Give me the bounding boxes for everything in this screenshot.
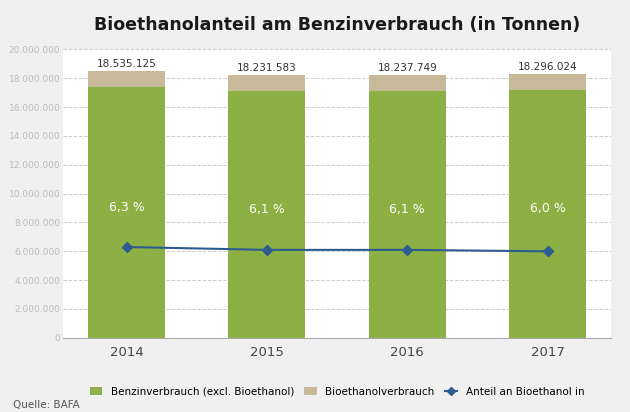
Text: Bioethanolanteil am Benzinverbrauch: Bioethanolanteil am Benzinverbrauch — [0, 411, 1, 412]
Text: (in Tonnen): (in Tonnen) — [0, 411, 1, 412]
Bar — [88, 70, 165, 87]
Bar — [228, 75, 306, 91]
Bar — [369, 75, 446, 91]
Text: 6,1 %: 6,1 % — [389, 203, 425, 216]
Text: 18.231.583: 18.231.583 — [237, 63, 297, 73]
Text: Quelle: BAFA: Quelle: BAFA — [13, 400, 79, 410]
Legend: Benzinverbrauch (excl. Bioethanol), Bioethanolverbrauch, Anteil an Bioethanol in: Benzinverbrauch (excl. Bioethanol), Bioe… — [87, 384, 587, 400]
Bar — [228, 91, 306, 338]
Bar — [88, 87, 165, 338]
Text: 18.296.024: 18.296.024 — [518, 62, 578, 72]
Bar — [509, 74, 586, 90]
Text: 6,0 %: 6,0 % — [530, 202, 566, 215]
Text: 6,3 %: 6,3 % — [108, 201, 144, 214]
Text: 18.535.125: 18.535.125 — [96, 59, 156, 69]
Bar — [369, 91, 446, 338]
Bar — [509, 90, 586, 338]
Text: 18.237.749: 18.237.749 — [377, 63, 437, 73]
Text: 6,1 %: 6,1 % — [249, 203, 285, 216]
Title: Bioethanolanteil am Benzinverbrauch (in Tonnen): Bioethanolanteil am Benzinverbrauch (in … — [94, 16, 580, 34]
